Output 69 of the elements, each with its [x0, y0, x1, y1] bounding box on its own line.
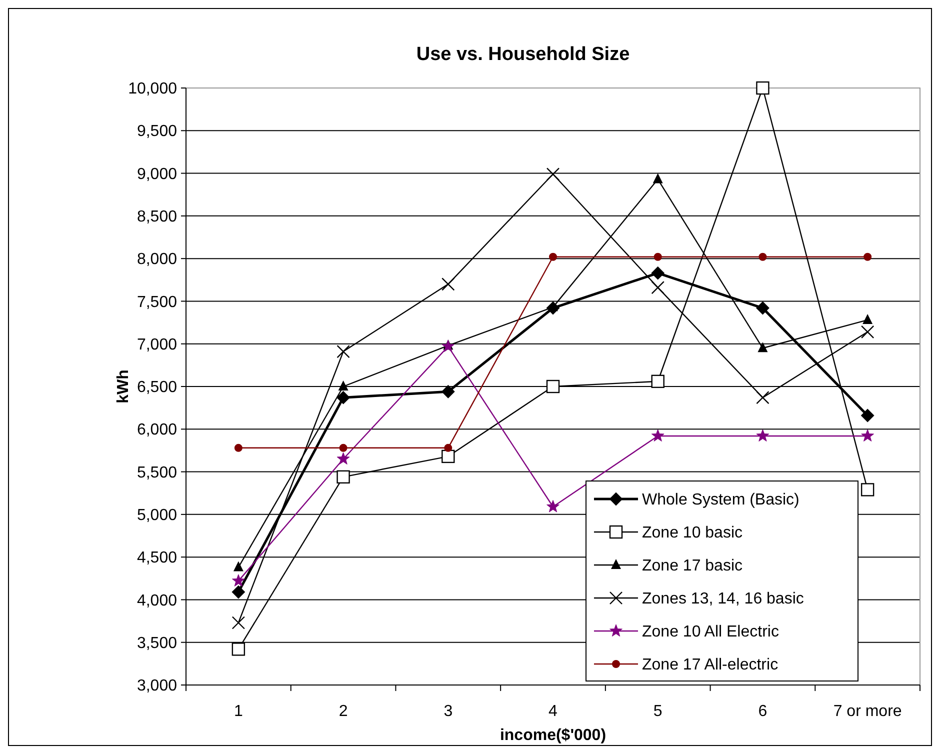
y-tick-label: 8,000 [136, 251, 178, 268]
point [654, 252, 662, 261]
point [546, 380, 560, 394]
point [336, 344, 350, 358]
x-tick-label: 4 [548, 703, 558, 720]
point [336, 452, 350, 464]
y-tick-label: 6,000 [136, 422, 178, 439]
point [758, 342, 768, 352]
point [758, 252, 767, 261]
point [756, 302, 770, 315]
point [442, 385, 455, 398]
y-tick-label: 10,000 [128, 80, 178, 98]
point [651, 266, 664, 280]
legend-label: Zones 13, 14, 16 basic [642, 590, 804, 608]
y-tick-label: 4,000 [136, 592, 178, 610]
point [756, 390, 770, 404]
y-tick-label: 3,000 [136, 678, 178, 695]
point [756, 429, 770, 442]
point [232, 616, 246, 630]
x-axis-title: income($'000) [500, 727, 606, 744]
y-tick-label: 6,500 [136, 379, 178, 396]
chart-title: Use vs. Household Size [416, 44, 630, 65]
point [232, 574, 245, 586]
point [336, 391, 350, 404]
point [546, 500, 560, 512]
y-tick-label: 5,000 [136, 507, 178, 524]
x-tick-label: 1 [234, 703, 243, 720]
legend-label: Zone 10 basic [642, 524, 743, 542]
x-tick-label: 3 [444, 703, 453, 720]
y-tick-label: 7,000 [136, 336, 178, 354]
point [444, 444, 452, 452]
point [864, 252, 872, 261]
y-axis-title: kWh [115, 370, 132, 404]
point [862, 314, 873, 324]
legend-label: Zone 17 basic [642, 558, 743, 575]
y-tick-label: 3,500 [136, 634, 178, 652]
point [549, 252, 557, 261]
point [861, 408, 874, 422]
y-tick-label: 4,500 [136, 550, 178, 567]
x-tick-label: 2 [338, 703, 348, 720]
point [651, 429, 664, 442]
point [651, 280, 664, 294]
point [861, 429, 874, 442]
x-tick-label: 7 or more [833, 703, 902, 720]
point [860, 483, 874, 496]
point [652, 173, 663, 184]
point [756, 81, 770, 95]
legend-label: Zone 10 All Electric [642, 624, 779, 641]
legend-label: Whole System (Basic) [642, 492, 800, 509]
y-tick-label: 8,500 [136, 208, 178, 226]
point [232, 586, 245, 599]
point [234, 444, 242, 452]
point [860, 325, 874, 339]
point [232, 642, 246, 656]
point [233, 561, 244, 572]
x-tick-label: 6 [758, 703, 768, 720]
x-tick-label: 5 [653, 703, 662, 720]
point [338, 380, 348, 390]
point [546, 168, 560, 181]
y-tick-label: 9,500 [136, 123, 178, 140]
y-tick-label: 5,500 [136, 464, 178, 482]
legend-label: Zone 17 All-electric [642, 656, 778, 674]
point [336, 470, 350, 484]
point [651, 374, 664, 388]
y-tick-label: 9,000 [136, 166, 178, 183]
point [442, 278, 455, 291]
y-tick-label: 7,500 [136, 294, 178, 311]
point [442, 450, 455, 464]
point [339, 444, 348, 452]
